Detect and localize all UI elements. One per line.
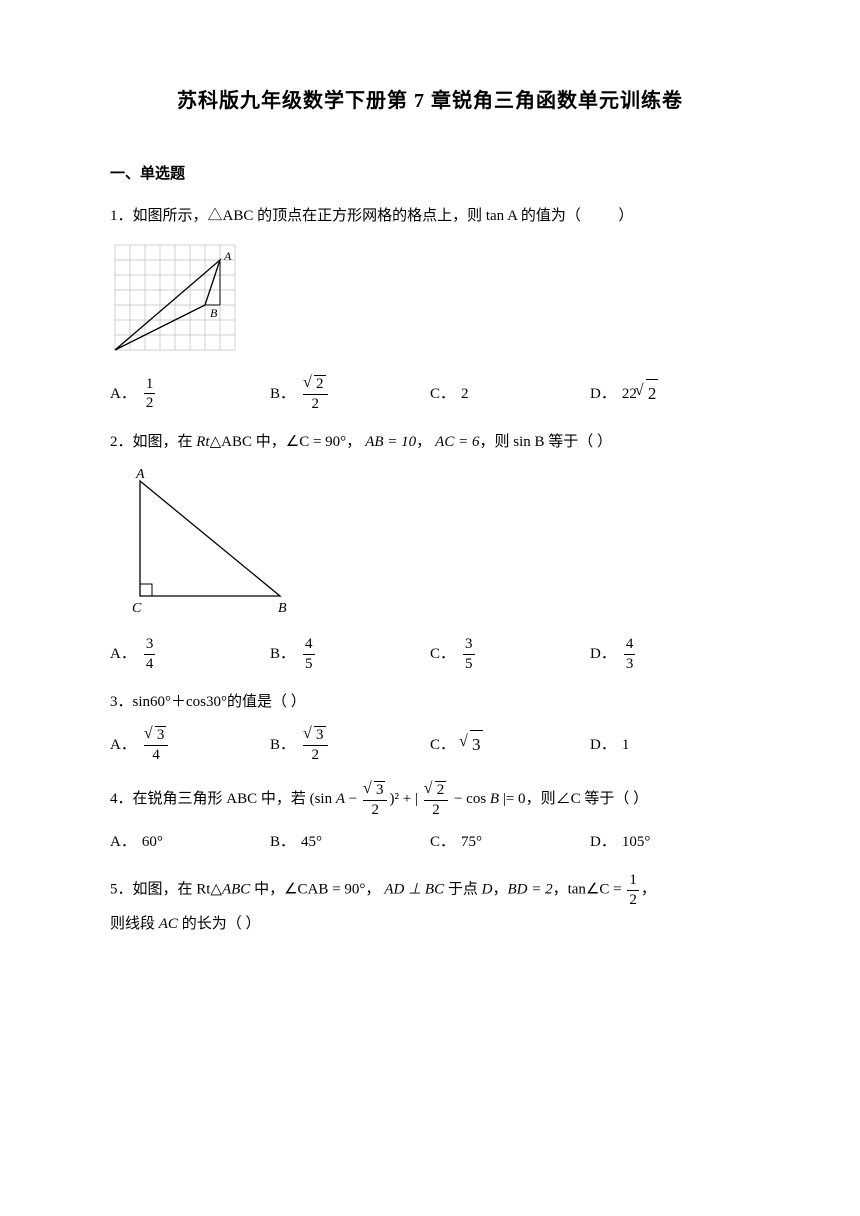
fraction: 2 2 — [303, 375, 328, 412]
q3-stem: 3．sin60°＋cos30°的值是（ ） — [110, 690, 750, 714]
q2-figure: A C B — [110, 466, 750, 621]
q3-options: A． 34 B． 32 C． 3 D． 1 — [110, 726, 750, 763]
q2-opt-c: C． 35 — [430, 636, 590, 672]
question-2: 2．如图，在 Rt△ABC 中，∠C = 90°，AB = 10，AC = 6，… — [110, 430, 750, 672]
q1-stem-prefix: 1．如图所示，△ABC 的顶点在正方形网格的格点上，则 tan A 的值为（ — [110, 208, 581, 224]
q1-stem-suffix: ） — [618, 208, 633, 224]
q4-opt-a: A．60° — [110, 830, 270, 854]
fraction: 1 2 — [144, 376, 156, 412]
opt-label: D． — [590, 382, 616, 406]
q4-options: A．60° B．45° C．75° D．105° — [110, 830, 750, 854]
opt-label: C． — [430, 382, 455, 406]
page-title: 苏科版九年级数学下册第 7 章锐角三角函数单元训练卷 — [110, 85, 750, 117]
q1-fig-label-a: A — [223, 249, 232, 263]
q2-opt-a: A． 34 — [110, 636, 270, 672]
q1-opt-c: C． 2 — [430, 375, 590, 412]
question-3: 3．sin60°＋cos30°的值是（ ） A． 34 B． 32 C． 3 D… — [110, 690, 750, 763]
q1-opt-d: D． 22 2 — [590, 375, 750, 412]
q2-options: A． 34 B． 45 C． 35 D． 43 — [110, 636, 750, 672]
q1-opt-a: A． 1 2 — [110, 375, 270, 412]
q1-options: A． 1 2 B． 2 2 C． 2 D． 22 2 — [110, 375, 750, 412]
q3-opt-d: D． 1 — [590, 726, 750, 763]
opt-label: C． — [430, 642, 455, 666]
q4-opt-b: B．45° — [270, 830, 430, 854]
opt-label: A． — [110, 382, 136, 406]
opt-value: 1 — [622, 733, 630, 757]
q1-fig-label-b: B — [210, 306, 218, 320]
q2-stem: 2．如图，在 Rt△ABC 中，∠C = 90°，AB = 10，AC = 6，… — [110, 430, 750, 454]
section-header: 一、单选题 — [110, 162, 750, 186]
q2-fig-label-c: C — [132, 601, 142, 616]
opt-label: B． — [270, 642, 295, 666]
q2-fig-label-a: A — [135, 467, 145, 482]
q1-stem: 1．如图所示，△ABC 的顶点在正方形网格的格点上，则 tan A 的值为（ ） — [110, 204, 750, 228]
q1-figure: A B — [110, 240, 750, 360]
opt-label: C． — [430, 733, 455, 757]
opt-label: B． — [270, 382, 295, 406]
q3-opt-a: A． 34 — [110, 726, 270, 763]
opt-label: A． — [110, 642, 136, 666]
q3-opt-c: C． 3 — [430, 726, 590, 763]
opt-label: D． — [590, 642, 616, 666]
q2-opt-b: B． 45 — [270, 636, 430, 672]
opt-label: B． — [270, 733, 295, 757]
opt-label: D． — [590, 733, 616, 757]
opt-value: 2 — [461, 382, 469, 406]
q4-opt-d: D．105° — [590, 830, 750, 854]
q5-stem: 5．如图，在 Rt△ABC 中，∠CAB = 90°，AD ⊥ BC 于点 D，… — [110, 872, 750, 941]
opt-label: A． — [110, 733, 136, 757]
question-1: 1．如图所示，△ABC 的顶点在正方形网格的格点上，则 tan A 的值为（ ）… — [110, 204, 750, 412]
question-4: 4．在锐角三角形 ABC 中，若 (sin A − 32)² + | 22 − … — [110, 781, 750, 854]
q3-opt-b: B． 32 — [270, 726, 430, 763]
q1-opt-b: B． 2 2 — [270, 375, 430, 412]
q4-opt-c: C．75° — [430, 830, 590, 854]
question-5: 5．如图，在 Rt△ABC 中，∠CAB = 90°，AD ⊥ BC 于点 D，… — [110, 872, 750, 941]
q2-opt-d: D． 43 — [590, 636, 750, 672]
q4-stem: 4．在锐角三角形 ABC 中，若 (sin A − 32)² + | 22 − … — [110, 781, 750, 818]
q2-fig-label-b: B — [278, 601, 287, 616]
